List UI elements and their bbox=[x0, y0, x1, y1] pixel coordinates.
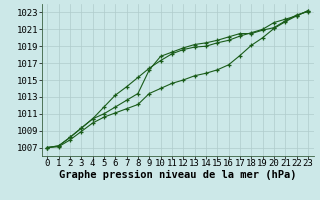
X-axis label: Graphe pression niveau de la mer (hPa): Graphe pression niveau de la mer (hPa) bbox=[59, 170, 296, 180]
